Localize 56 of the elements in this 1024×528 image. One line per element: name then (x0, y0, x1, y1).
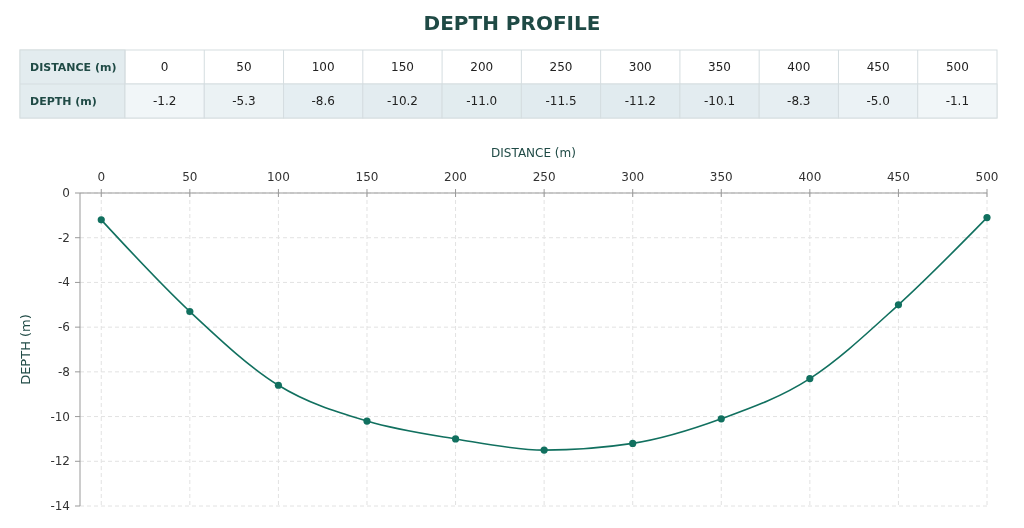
chart-title: DEPTH PROFILE (423, 11, 601, 35)
x-tick-label: 250 (549, 60, 573, 74)
point (451, 435, 460, 443)
x-tick-label: 300 (628, 60, 652, 74)
data-label: -10.2 (386, 94, 418, 108)
data-label: -8.3 (787, 94, 811, 108)
point (629, 439, 637, 447)
y-tick-label: -6 (58, 320, 70, 335)
data-label: -5.3 (232, 94, 256, 108)
x-tick-label: 200 (470, 60, 494, 74)
point (540, 446, 548, 454)
y-tick-label: -4 (58, 275, 70, 290)
x-tick-label: 100 (266, 170, 290, 184)
y-tick-label: -12 (50, 454, 70, 469)
x-tick-label: 450 (886, 170, 910, 184)
y-tick-label: -8 (58, 364, 70, 379)
x-tick-label: 500 (945, 60, 969, 74)
x-tick-label: 0 (160, 60, 169, 74)
x-tick-label: 400 (787, 60, 811, 74)
x-axis-title: DISTANCE (m) (30, 61, 117, 74)
data-label: -10.1 (704, 94, 736, 108)
data-label: -11.0 (466, 94, 498, 108)
point (806, 374, 814, 383)
point (186, 307, 194, 316)
x-tick-label: 250 (532, 170, 556, 184)
point (894, 301, 903, 309)
point (717, 415, 725, 423)
x-tick-label: 150 (391, 60, 414, 74)
data-label: -1.2 (152, 94, 177, 108)
x-tick-label: 500 (975, 170, 999, 184)
x-tick-label: 350 (708, 60, 731, 74)
point (363, 417, 371, 425)
x-tick-label: 50 (182, 170, 198, 184)
data-label: -1.1 (945, 94, 970, 108)
point (274, 381, 283, 389)
x-axis-title: DISTANCE (m) (491, 146, 576, 160)
x-tick-label: 0 (97, 170, 106, 184)
x-tick-label: 200 (444, 170, 468, 184)
x-tick-label: 150 (355, 170, 379, 184)
x-tick-label: 400 (798, 170, 822, 184)
x-tick-label: 450 (866, 60, 890, 74)
y-tick-label: -2 (58, 230, 70, 245)
data-label: -5.0 (866, 94, 890, 108)
x-tick-label: 50 (236, 60, 252, 74)
y-tick-label: DEPTH (m) (30, 95, 97, 108)
x-tick-label: 100 (311, 60, 335, 74)
y-tick-label: -10 (50, 409, 70, 424)
point (983, 213, 991, 222)
data-label: -11.2 (624, 94, 656, 108)
data-label: -8.6 (311, 94, 335, 108)
x-tick-label: 300 (621, 170, 645, 184)
x-tick-label: 350 (709, 170, 733, 184)
point (97, 216, 105, 224)
data-label: -11.5 (545, 94, 577, 108)
y-tick-label: -14 (50, 499, 70, 513)
y-tick-label: 0 (62, 186, 70, 200)
